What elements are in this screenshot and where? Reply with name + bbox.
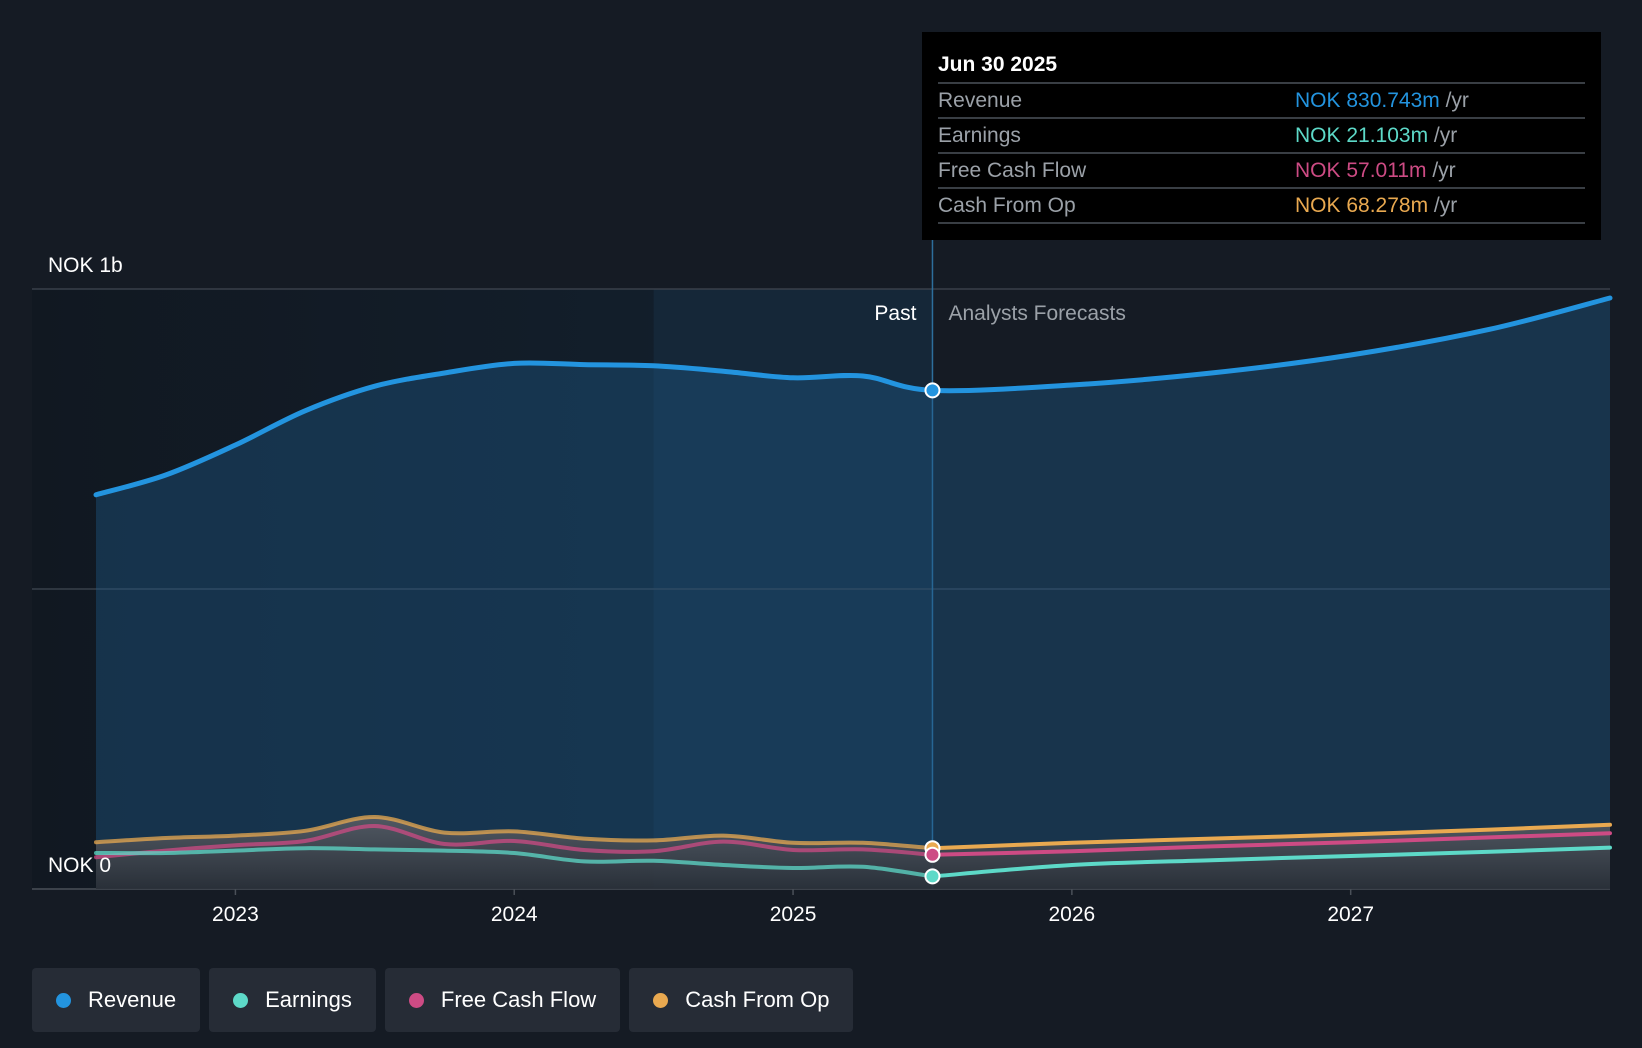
revenue-area	[96, 298, 1610, 889]
x-tick-label: 2026	[1049, 903, 1096, 926]
tooltip-value-unit: /yr	[1440, 89, 1469, 112]
cash-from-op-line-forecast	[930, 822, 1612, 851]
legend-item-revenue[interactable]: Revenue	[32, 968, 201, 1032]
forecast-label: Analysts Forecasts	[948, 302, 1125, 325]
cash-flows-area	[96, 816, 1610, 889]
tooltip-value: NOK 57.011m /yr	[1295, 159, 1456, 182]
legend-dot-icon	[56, 992, 71, 1008]
tooltip-value-unit: /yr	[1428, 194, 1457, 217]
tooltip-date: Jun 30 2025	[938, 53, 1057, 76]
tooltip-value-amount: NOK 68.278m	[1295, 194, 1428, 217]
legend-label: Cash From Op	[685, 987, 830, 1012]
tooltip-value: NOK 21.103m /yr	[1295, 124, 1457, 147]
tooltip-value-amount: NOK 57.011m	[1295, 159, 1427, 182]
legend-label: Revenue	[88, 987, 177, 1012]
tooltip-value: NOK 68.278m /yr	[1295, 194, 1457, 217]
legend-item-earnings[interactable]: Earnings	[209, 968, 376, 1032]
tooltip-value-amount: NOK 830.743m	[1295, 89, 1440, 112]
legend-item-cash-from-op[interactable]: Cash From Op	[629, 968, 854, 1032]
x-tick-label: 2024	[491, 903, 538, 926]
earnings-line-past	[94, 846, 935, 879]
past-label: Past	[874, 302, 916, 325]
tooltip-label: Cash From Op	[938, 194, 1076, 217]
legend-item-free-cash-flow[interactable]: Free Cash Flow	[384, 968, 621, 1032]
y-axis-top-label: NOK 1b	[48, 254, 123, 277]
tooltip-value-unit: /yr	[1428, 124, 1457, 147]
legend-dot-icon	[233, 992, 249, 1008]
tooltip-label: Revenue	[938, 89, 1022, 112]
x-tick-label: 2023	[212, 903, 259, 926]
y-axis-bottom-label: NOK 0	[48, 854, 111, 877]
legend-label: Free Cash Flow	[440, 987, 597, 1012]
marker-earnings	[924, 868, 941, 885]
legend-dot-icon	[408, 992, 424, 1008]
earnings-line-forecast	[930, 845, 1612, 879]
tooltip-label: Earnings	[938, 124, 1021, 147]
x-tick-label: 2025	[770, 903, 817, 926]
legend: Revenue Earnings Free Cash Flow Cash Fro…	[32, 968, 854, 1032]
tooltip-value-unit: /yr	[1427, 159, 1456, 182]
tooltip-value: NOK 830.743m /yr	[1295, 89, 1469, 112]
tooltip-value-amount: NOK 21.103m	[1295, 124, 1428, 147]
marker-revenue	[924, 382, 941, 399]
tooltip-box	[922, 32, 1601, 240]
legend-label: Earnings	[265, 987, 352, 1012]
revenue-line	[93, 295, 1613, 498]
x-tick-label: 2027	[1327, 903, 1374, 926]
tooltip-label: Free Cash Flow	[938, 159, 1087, 182]
cash-from-op-line-past	[94, 814, 935, 851]
chart-svg: NOK 1b NOK 0 Past Analysts Forecasts 2023 202…	[32, 32, 1613, 926]
free-cash-flow-line-forecast	[930, 831, 1612, 857]
marker-free-cash-flow	[924, 846, 941, 863]
free-cash-flow-line-past	[94, 823, 935, 860]
legend-dot-icon	[653, 992, 669, 1008]
